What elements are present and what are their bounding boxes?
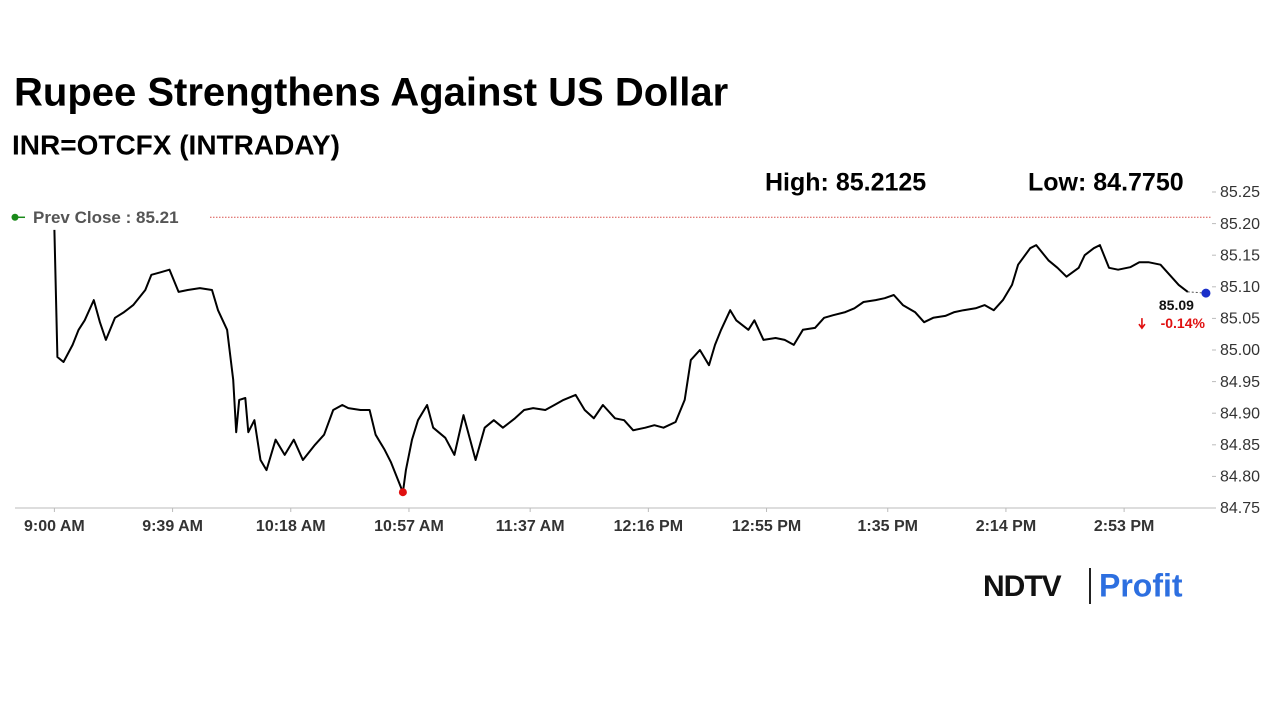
- change-arrow: [1138, 318, 1146, 330]
- logo-divider: [1089, 568, 1091, 604]
- chart-subtitle: INR=OTCFX (INTRADAY): [12, 129, 340, 160]
- price-line: [53, 229, 1189, 494]
- y-tick-label: 84.90: [1220, 405, 1260, 422]
- x-tick-label: 10:57 AM: [374, 518, 444, 535]
- x-tick-label: 9:39 AM: [142, 518, 203, 535]
- y-tick-label: 85.00: [1220, 342, 1260, 359]
- y-tick-label: 84.80: [1220, 469, 1260, 486]
- y-tick-label: 85.25: [1220, 184, 1260, 201]
- y-tick-label: 84.95: [1220, 374, 1260, 391]
- y-tick-label: 85.20: [1220, 216, 1260, 233]
- last-dot: [1201, 288, 1211, 298]
- x-tick-label: 11:37 AM: [496, 518, 565, 535]
- x-tick-label: 12:16 PM: [614, 518, 683, 535]
- x-tick-label: 2:53 PM: [1094, 518, 1154, 535]
- y-tick-label: 84.75: [1220, 500, 1260, 517]
- y-tick-label: 85.05: [1220, 311, 1260, 328]
- low-label: Low: 84.7750: [1028, 169, 1184, 197]
- x-tick-label: 12:55 PM: [732, 518, 801, 535]
- prev-close-label: Prev Close : 85.21: [33, 208, 179, 227]
- y-tick-label: 85.10: [1220, 279, 1260, 296]
- change-label: -0.14%: [1161, 315, 1206, 331]
- logo-brand: NDTV: [983, 570, 1062, 603]
- x-tick-label: 9:00 AM: [24, 518, 85, 535]
- y-tick-label: 84.85: [1220, 437, 1260, 454]
- logo-product: Profit: [1099, 567, 1183, 603]
- last-value-label: 85.09: [1159, 297, 1194, 313]
- low-dot: [398, 488, 407, 497]
- y-tick-label: 85.15: [1220, 247, 1260, 264]
- x-tick-label: 10:18 AM: [256, 518, 326, 535]
- last-connector: [1187, 291, 1206, 294]
- high-label: High: 85.2125: [765, 169, 926, 197]
- x-tick-label: 2:14 PM: [976, 518, 1036, 535]
- x-tick-label: 1:35 PM: [858, 518, 918, 535]
- logo: NDTV Profit: [983, 567, 1183, 604]
- chart-title: Rupee Strengthens Against US Dollar: [14, 71, 728, 115]
